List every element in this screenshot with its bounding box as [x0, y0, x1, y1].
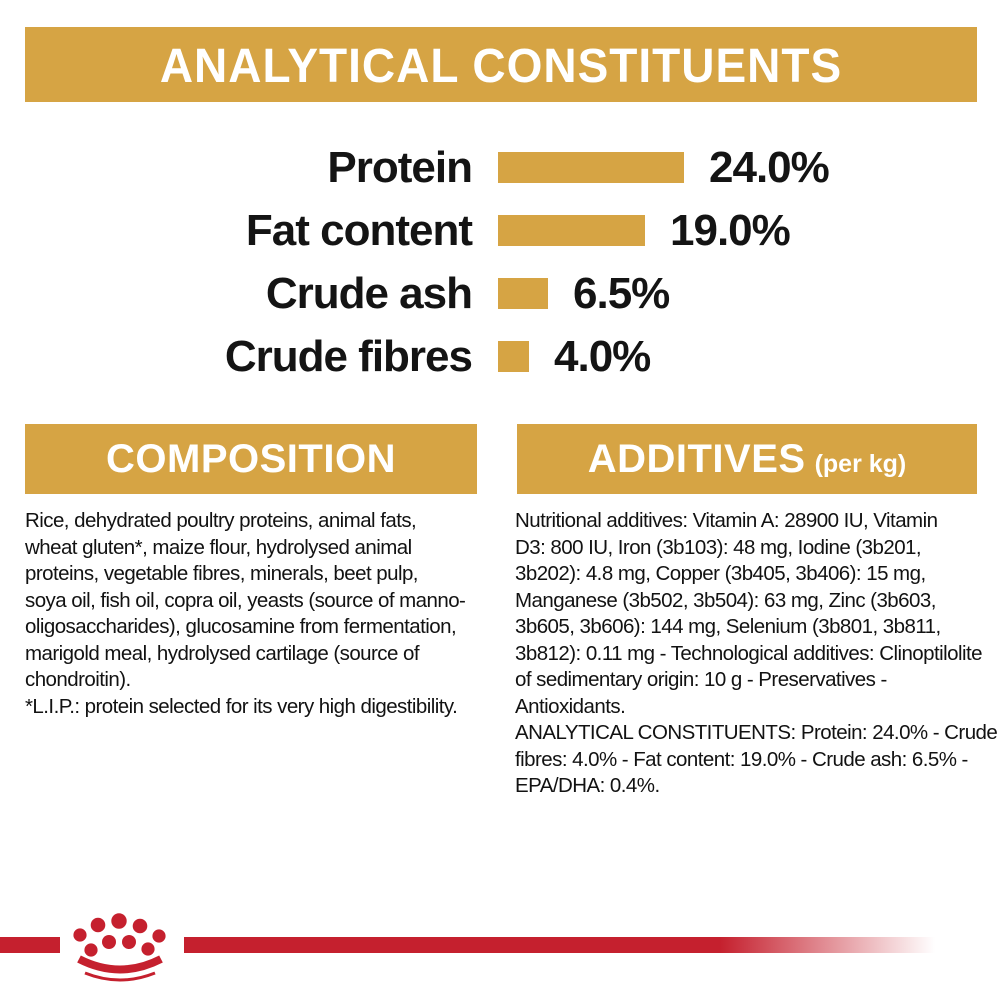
banner-title: ANALYTICAL CONSTITUENTS [159, 37, 843, 92]
analytical-constituents-banner: ANALYTICAL CONSTITUENTS [25, 27, 977, 102]
chart-row-crude-fibres: Crude fibres 4.0% [0, 325, 1000, 388]
composition-text: Rice, dehydrated poultry proteins, anima… [25, 509, 466, 718]
chart-bar [498, 215, 645, 246]
chart-row-crude-ash: Crude ash 6.5% [0, 262, 1000, 325]
additives-title: ADDITIVES [587, 436, 806, 481]
chart-value: 4.0% [554, 331, 651, 381]
chart-value: 24.0% [709, 142, 830, 192]
chart-value: 19.0% [670, 205, 791, 255]
chart-bar [498, 278, 548, 309]
chart-row-fat-content: Fat content 19.0% [0, 199, 1000, 262]
additives-header: ADDITIVES (per kg) [517, 424, 977, 494]
analytical-constituents-chart: Protein 24.0% Fat content 19.0% Crude as… [0, 136, 1000, 388]
chart-row-protein: Protein 24.0% [0, 136, 1000, 199]
chart-bar [498, 152, 684, 183]
composition-header: COMPOSITION [25, 424, 477, 494]
brand-red-stripe [0, 937, 935, 953]
composition-title: COMPOSITION [106, 436, 396, 481]
chart-label: Fat content [245, 205, 473, 255]
additives-text: Nutritional additives: Vitamin A: 28900 … [515, 509, 998, 797]
chart-value: 6.5% [573, 268, 670, 318]
royal-canin-crown-logo [73, 913, 166, 982]
chart-label: Crude fibres [224, 331, 473, 381]
chart-bar [498, 341, 529, 372]
chart-label: Crude ash [265, 268, 473, 318]
additives-title-suffix: (per kg) [814, 449, 907, 478]
chart-label: Protein [327, 142, 473, 192]
